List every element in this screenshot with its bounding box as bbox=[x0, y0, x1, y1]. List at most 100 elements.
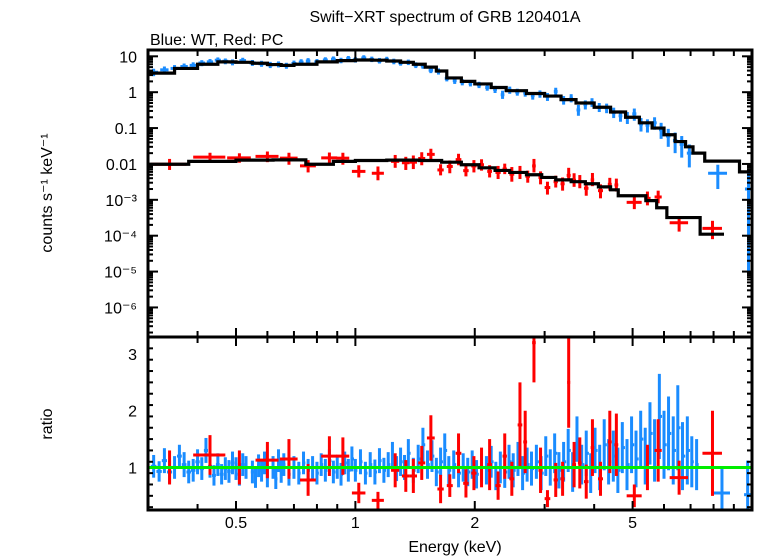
pc-data-point bbox=[321, 436, 338, 476]
wt-data-point bbox=[685, 416, 691, 485]
pc-data-point bbox=[437, 474, 444, 504]
wt-data-point bbox=[331, 460, 336, 484]
wt-data-point bbox=[323, 458, 328, 482]
x-tick-label: 0.5 bbox=[225, 515, 247, 532]
pc-data-point bbox=[626, 484, 642, 508]
pc-data-point bbox=[626, 196, 642, 210]
wt-data-point bbox=[346, 458, 351, 482]
wt-data-point bbox=[253, 467, 258, 488]
pc-data-point bbox=[279, 439, 298, 479]
wt-data-point bbox=[553, 87, 558, 96]
wt-data-point bbox=[262, 451, 267, 475]
spectrum-axis-ticks bbox=[147, 50, 753, 337]
pc-data-point bbox=[544, 490, 551, 508]
plot-frames bbox=[146, 48, 754, 512]
y-tick-label: 10 bbox=[119, 49, 137, 66]
pc-model-model-line bbox=[148, 158, 725, 236]
wt-data-point bbox=[452, 450, 457, 479]
pc-data-point bbox=[702, 410, 722, 496]
wt-data-point bbox=[190, 458, 196, 482]
wt-data-point bbox=[632, 108, 637, 121]
pc-data-point bbox=[509, 167, 515, 182]
y-tick-label: 10⁻⁴ bbox=[104, 229, 137, 246]
y-tick-label: 10⁻⁶ bbox=[104, 300, 137, 317]
wt-data-point bbox=[630, 416, 635, 474]
pc-data-point bbox=[538, 447, 543, 493]
pc-data-point bbox=[607, 410, 612, 474]
wt-data-point bbox=[602, 419, 607, 471]
wt-data-point bbox=[282, 453, 286, 476]
pc-data-point bbox=[418, 152, 426, 166]
pc-data-point bbox=[532, 158, 536, 173]
pc-data-point bbox=[418, 445, 426, 480]
wt-data-point bbox=[625, 439, 630, 491]
y-tick-label: 3 bbox=[128, 347, 137, 364]
y-tick-label: 0.1 bbox=[115, 121, 137, 138]
wt-data-point bbox=[186, 460, 191, 484]
pc-data-point bbox=[544, 181, 551, 195]
ratio-panel: 1 2 3 bbox=[128, 336, 753, 510]
pc-data-point bbox=[523, 410, 528, 474]
wt-data-point bbox=[671, 416, 676, 485]
wt-data-point bbox=[648, 402, 653, 465]
wt-data-point bbox=[690, 436, 694, 488]
wt-data-point bbox=[215, 453, 220, 476]
y-tick-label: 1 bbox=[128, 460, 137, 477]
y-tick-label: 0.01 bbox=[106, 157, 137, 174]
wt-data-point bbox=[466, 457, 471, 487]
wt-data-point bbox=[557, 452, 562, 489]
wt-data-point bbox=[544, 436, 549, 476]
pc-data-point bbox=[426, 148, 435, 161]
pc-data-point bbox=[495, 471, 501, 500]
wt-data-point bbox=[676, 385, 681, 471]
pc-data-point bbox=[583, 464, 589, 499]
pc-data-point bbox=[567, 337, 571, 428]
wt-data-point bbox=[580, 444, 585, 485]
pc-data-point bbox=[446, 474, 453, 497]
wt-data-point bbox=[616, 447, 621, 493]
wt-data-point bbox=[667, 396, 672, 471]
pc-data-point bbox=[471, 456, 477, 491]
wt-data-point bbox=[666, 128, 671, 147]
wt-data-point bbox=[260, 458, 264, 482]
wt-data-point bbox=[181, 452, 187, 478]
wt-data-point bbox=[708, 164, 728, 190]
ratio-frame bbox=[146, 335, 754, 512]
wt-data-point bbox=[426, 450, 430, 479]
wt-data-point bbox=[639, 410, 644, 468]
y-tick-label: 10⁻⁵ bbox=[104, 265, 137, 282]
wt-data-point bbox=[195, 449, 200, 475]
pc-data-point bbox=[299, 160, 316, 173]
x-tick-label: 1 bbox=[351, 515, 360, 532]
wt-data-point bbox=[358, 449, 363, 475]
spectrum-y-tick-labels: 10 1 0.1 0.01 10⁻³ 10⁻⁴ 10⁻⁵ 10⁻⁶ bbox=[104, 49, 138, 317]
pc-data-point bbox=[463, 164, 469, 177]
wt-data-point bbox=[315, 461, 319, 485]
wt-data-point bbox=[439, 447, 443, 476]
ratio-y-axis-label: ratio bbox=[39, 408, 56, 439]
spectrum-series-layer bbox=[148, 55, 752, 272]
wt-data-point bbox=[368, 452, 373, 478]
wt-data-point bbox=[230, 451, 235, 475]
pc-data-point bbox=[321, 152, 338, 165]
wt-data-point bbox=[203, 437, 208, 463]
wt-data-point bbox=[156, 461, 162, 482]
wt-model-model-line bbox=[148, 58, 752, 174]
wt-data-point bbox=[634, 430, 639, 488]
x-tick-labels: 0.5 1 2 5 bbox=[225, 515, 637, 532]
pc-data-point bbox=[299, 464, 316, 496]
wt-data-point bbox=[241, 453, 245, 476]
pc-data-point bbox=[371, 166, 384, 181]
wt-data-point bbox=[566, 428, 571, 472]
pc-data-point bbox=[255, 441, 279, 479]
wt-data-point bbox=[679, 136, 684, 158]
pc-data-point bbox=[401, 460, 410, 492]
wt-data-point bbox=[443, 433, 448, 468]
wt-data-point bbox=[695, 439, 699, 491]
pc-data-point bbox=[517, 382, 523, 468]
wt-data-point bbox=[302, 451, 306, 475]
pc-data-point bbox=[532, 337, 536, 383]
wt-data-point bbox=[257, 454, 261, 478]
pc-data-point bbox=[391, 453, 400, 488]
wt-data-point bbox=[227, 460, 231, 483]
